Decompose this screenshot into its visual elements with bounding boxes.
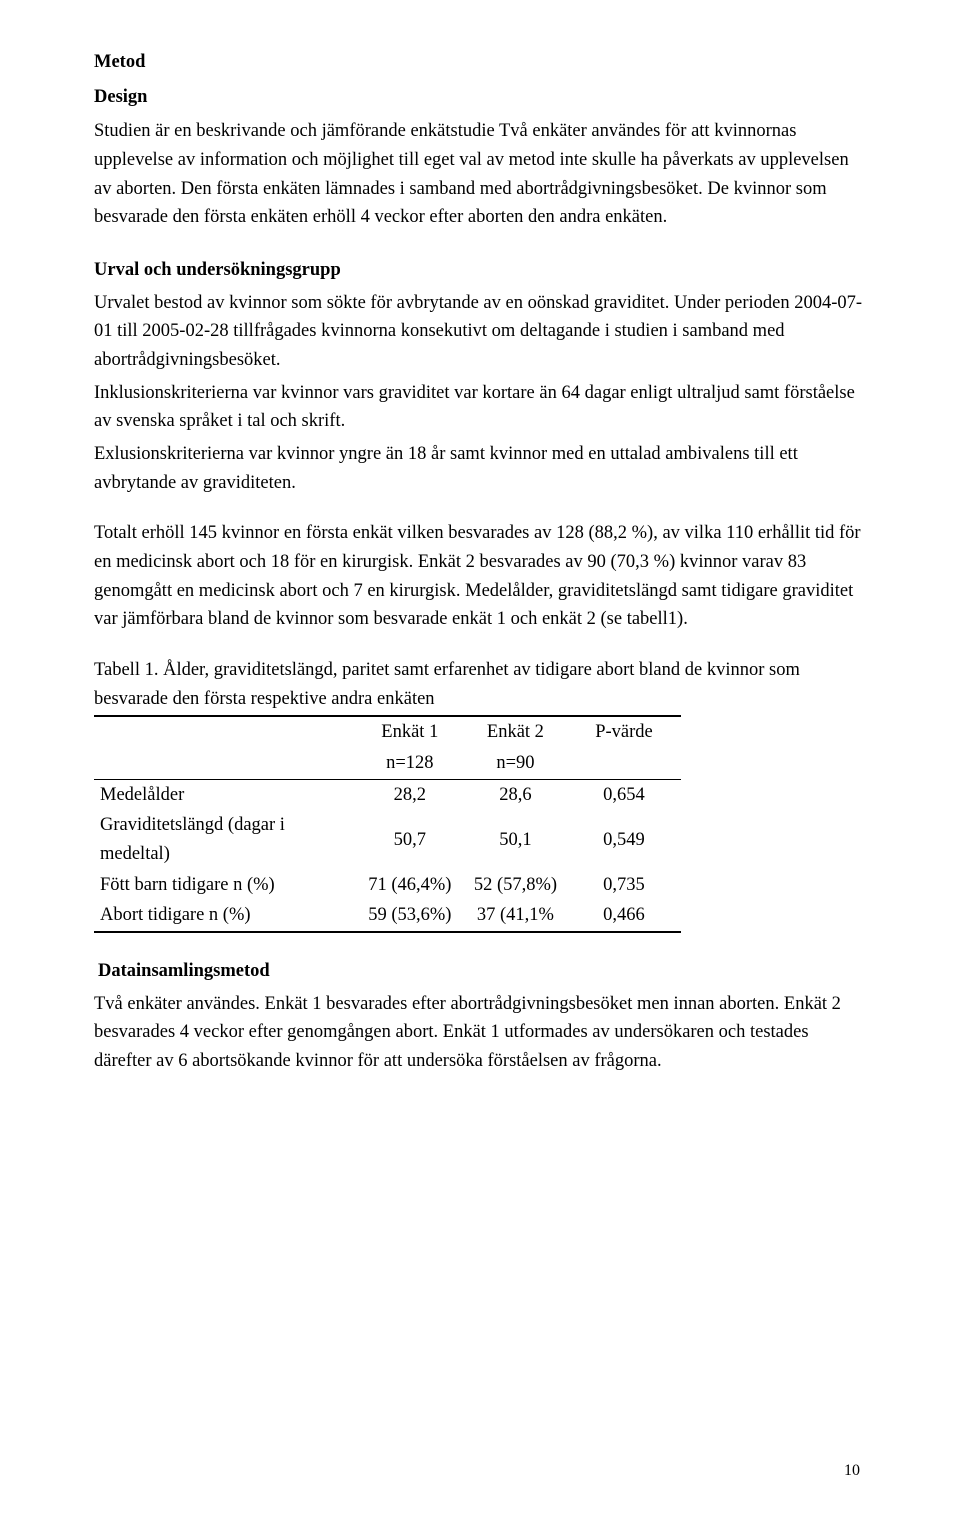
document-page: Metod Design Studien är en beskrivande o… [0,0,960,1524]
table-cell: 50,1 [464,810,570,869]
table-cell-label: Medelålder [94,779,358,810]
table-cell: 71 (46,4%) [358,870,464,901]
page-number: 10 [844,1459,860,1484]
table-1: Enkät 1 Enkät 2 P-värde n=128 n=90 Medel… [94,715,681,933]
paragraph-urval-1: Urvalet bestod av kvinnor som sökte för … [94,289,866,375]
table-row: Fött barn tidigare n (%) 71 (46,4%) 52 (… [94,870,681,901]
table-header-row-2: n=128 n=90 [94,748,681,779]
paragraph-design: Studien är en beskrivande och jämförande… [94,117,866,232]
table-header-col2-l1: Enkät 2 [464,716,570,748]
paragraph-urval-2: Inklusionskriterierna var kvinnor vars g… [94,379,866,436]
table-cell: 0,735 [569,870,680,901]
table-cell: 37 (41,1% [464,900,570,932]
table-cell: 52 (57,8%) [464,870,570,901]
table-row: Graviditetslängd (dagar i medeltal) 50,7… [94,810,681,869]
table-cell-label: Fött barn tidigare n (%) [94,870,358,901]
heading-metod: Metod [94,48,866,77]
heading-urval: Urval och undersökningsgrupp [94,256,866,285]
table-cell: 28,6 [464,779,570,810]
table-header-col3-l1: P-värde [569,716,680,748]
table-cell: 0,549 [569,810,680,869]
table-row: Medelålder 28,2 28,6 0,654 [94,779,681,810]
heading-datainsamling: Datainsamlingsmetod [94,957,866,986]
table-header-col1-l2: n=128 [358,748,464,779]
table-header-col2-l2: n=90 [464,748,570,779]
table-cell: 28,2 [358,779,464,810]
table-header-row-1: Enkät 1 Enkät 2 P-värde [94,716,681,748]
table-cell: 59 (53,6%) [358,900,464,932]
table-cell: 50,7 [358,810,464,869]
table-cell: 0,654 [569,779,680,810]
paragraph-urval-4: Totalt erhöll 145 kvinnor en första enkä… [94,519,866,634]
table-caption: Tabell 1. Ålder, graviditetslängd, parit… [94,656,866,713]
table-cell-label: Graviditetslängd (dagar i medeltal) [94,810,358,869]
table-cell-label: Abort tidigare n (%) [94,900,358,932]
paragraph-datainsamling: Två enkäter användes. Enkät 1 besvarades… [94,990,866,1076]
heading-design: Design [94,83,866,112]
table-cell: 0,466 [569,900,680,932]
paragraph-urval-3: Exlusionskriterierna var kvinnor yngre ä… [94,440,866,497]
table-row: Abort tidigare n (%) 59 (53,6%) 37 (41,1… [94,900,681,932]
table-header-col1-l1: Enkät 1 [358,716,464,748]
